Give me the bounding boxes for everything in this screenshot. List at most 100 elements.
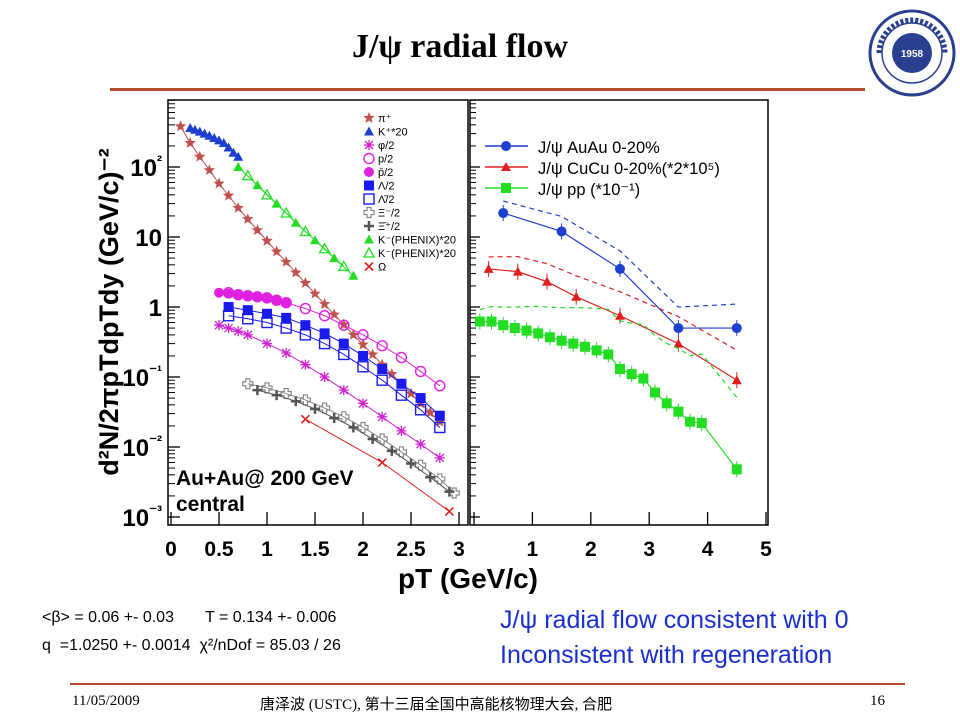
fit-parameters-line1: <β> = 0.06 +- 0.03 T = 0.134 +- 0.006 — [42, 609, 337, 626]
legend-label: J/ψ AuAu 0-20% — [538, 139, 660, 157]
left-data-point — [223, 288, 234, 299]
left-data-point — [233, 326, 244, 337]
right-data-point — [685, 416, 696, 427]
left-data-point — [299, 277, 312, 288]
right-data-point — [696, 418, 707, 429]
left-data-point — [338, 318, 350, 330]
x-tick-label: 0.5 — [204, 538, 234, 561]
left-data-point — [414, 404, 427, 416]
legend-label: Ω — [378, 262, 386, 274]
left-data-point — [444, 506, 454, 517]
legend-marker — [501, 183, 511, 193]
left-data-point — [318, 310, 331, 322]
right-data-point — [615, 310, 625, 320]
legend-label: p̄/2 — [378, 167, 393, 179]
left-data-point — [241, 169, 254, 181]
left-data-point — [242, 329, 253, 340]
left-data-point — [328, 308, 340, 320]
spectra-chart: 10⁻³ 10⁻² 10⁻¹ 1 10 10² 0 0.5 1 1.5 2 2.5 3 1 2 3 4 5 pT (… — [94, 99, 772, 594]
left-data-point — [214, 287, 224, 298]
right-plot-frame — [469, 99, 769, 526]
x-tick-label: 1 — [261, 538, 273, 561]
right-data-point — [673, 406, 684, 417]
left-data-point — [424, 406, 436, 418]
left-data-point — [396, 425, 407, 436]
left-data-point — [367, 434, 378, 445]
left-data-point — [348, 422, 359, 433]
left-data-point — [281, 312, 292, 323]
left-data-point — [337, 260, 350, 272]
legend-label: J/ψ pp (*10⁻¹) — [538, 181, 640, 199]
right-data-point — [486, 316, 497, 327]
footer-page-number: 16 — [870, 693, 885, 709]
x-tick-label: 3 — [643, 538, 655, 561]
legend-marker — [501, 141, 511, 151]
left-data-point — [395, 351, 408, 364]
right-data-point — [483, 263, 494, 273]
right-data-point — [673, 323, 684, 334]
left-data-point — [262, 338, 272, 349]
left-data-point — [318, 298, 331, 309]
right-data-point — [568, 338, 579, 349]
right-data-point — [615, 263, 625, 274]
right-data-point — [615, 364, 625, 375]
seal-year: 1958 — [901, 49, 924, 60]
left-data-point — [262, 292, 272, 303]
university-seal-icon: 1958 — [868, 9, 956, 97]
left-data-point — [290, 396, 301, 407]
left-data-point — [242, 378, 254, 390]
legend-marker — [364, 221, 374, 231]
legend-marker — [364, 261, 374, 272]
left-data-point — [299, 302, 312, 315]
footer-presenter: 唐泽波 (USTC), 第十三届全国中高能核物理大会, 合肥 — [260, 697, 613, 713]
left-fit-curve — [180, 126, 441, 423]
right-fit-curve — [479, 320, 738, 470]
left-data-point — [348, 270, 359, 280]
left-data-point — [414, 365, 427, 378]
right-data-point — [626, 369, 637, 380]
left-data-point — [261, 234, 273, 246]
legend-label: p/2 — [378, 154, 393, 166]
left-data-point — [319, 328, 330, 339]
conclusion-line1: J/ψ radial flow consistent with 0 — [500, 606, 849, 634]
left-data-point — [444, 486, 455, 497]
left-data-point — [318, 242, 331, 254]
right-data-point — [603, 349, 614, 360]
left-data-point — [184, 137, 196, 148]
legend-label: Ξ̄⁺/2 — [378, 221, 400, 233]
legend-label: K⁻(PHENIX)*20 — [378, 235, 456, 247]
left-data-point — [377, 364, 388, 375]
footer-date: 11/05/2009 — [72, 693, 140, 709]
legend-label: Λ/2 — [378, 181, 395, 193]
left-data-point — [260, 188, 274, 200]
left-data-point — [271, 198, 282, 208]
y-tick-label: 10⁻³ — [122, 503, 162, 532]
left-data-point — [280, 255, 292, 267]
legend-marker — [364, 234, 374, 244]
right-data-point — [542, 276, 552, 286]
left-fit-curve — [305, 418, 450, 512]
right-data-point — [571, 291, 582, 301]
energy-annotation: Au+Au@ 200 GeV — [176, 467, 353, 490]
legend-label: K⁻(PHENIX)*20 — [378, 248, 456, 260]
left-data-point — [281, 348, 292, 359]
left-data-point — [366, 348, 379, 360]
right-data-point — [591, 345, 602, 356]
left-data-point — [213, 177, 225, 189]
right-data-point — [556, 335, 567, 346]
left-data-point — [357, 338, 369, 350]
right-data-point — [544, 332, 555, 343]
right-data-point — [512, 266, 523, 276]
right-data-point — [474, 316, 485, 327]
left-data-point — [406, 458, 416, 469]
right-data-point — [731, 375, 742, 385]
left-data-point — [271, 295, 282, 306]
right-data-point — [498, 320, 509, 331]
left-data-point — [434, 421, 446, 434]
left-data-point — [395, 389, 408, 401]
left-data-point — [223, 302, 234, 312]
left-data-point — [338, 385, 349, 396]
right-flow-curve — [503, 200, 737, 308]
left-data-point — [376, 374, 388, 386]
